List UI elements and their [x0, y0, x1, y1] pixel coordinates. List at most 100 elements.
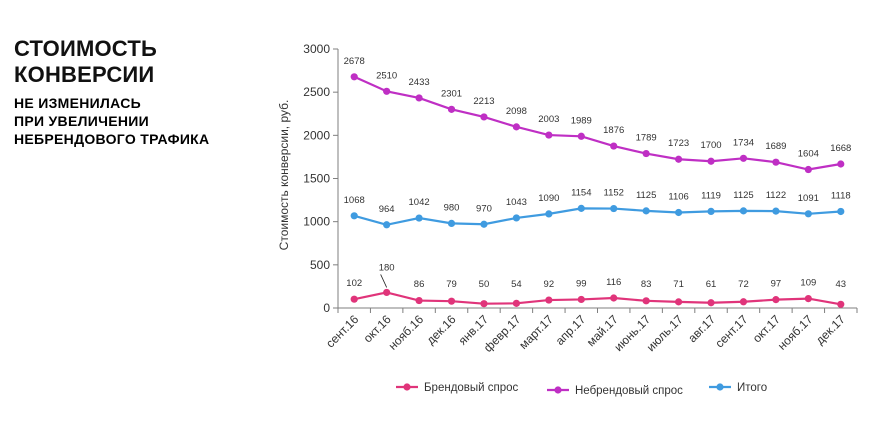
data-point: [837, 207, 845, 216]
data-label: 1125: [636, 190, 656, 201]
y-tick-label: 0: [323, 301, 330, 315]
data-point: [545, 210, 553, 218]
data-point: [577, 204, 585, 212]
data-point: [350, 212, 358, 220]
data-point: [610, 294, 618, 302]
x-tick-label: дек.16: [424, 312, 459, 347]
subtitle-line-2: ПРИ УВЕЛИЧЕНИИ: [14, 113, 150, 129]
data-label: 109: [800, 278, 816, 289]
data-point: [383, 87, 391, 95]
data-point: [415, 296, 423, 305]
data-point: [383, 288, 391, 297]
data-label: 116: [606, 277, 621, 288]
data-label: 102: [346, 278, 362, 289]
legend: Брендовый спрос Небрендовый спрос Итого: [396, 382, 767, 397]
data-point: [837, 160, 845, 168]
legend-item-2: Итого: [709, 382, 767, 394]
data-point: [610, 142, 618, 150]
data-point: [674, 155, 683, 163]
y-axis-label: Стоимость конверсии, руб.: [277, 100, 291, 251]
subtitle-line-1: НЕ ИЗМЕНИЛАСЬ: [14, 95, 142, 111]
data-point: [447, 297, 456, 305]
data-label: 92: [544, 279, 555, 290]
y-tick-label: 2500: [303, 85, 330, 99]
data-label: 1789: [636, 133, 657, 144]
data-point: [383, 221, 391, 229]
series-line: [353, 207, 841, 226]
x-tick-label: дек.17: [813, 312, 848, 347]
x-tick-label: март.17: [516, 312, 556, 352]
data-point: [350, 295, 358, 303]
data-point: [707, 157, 715, 165]
series-2: 1068 964 1042 980 970 1043 1090 1154 1152 1125 110…: [344, 187, 851, 229]
data-label: 2510: [376, 70, 397, 81]
data-point: [707, 299, 715, 307]
data-label: 964: [379, 204, 395, 215]
data-point: [707, 207, 715, 215]
data-point: [447, 219, 456, 227]
series-line: [353, 291, 841, 306]
y-tick-label: 1500: [303, 172, 330, 186]
data-label: 1668: [830, 143, 851, 154]
legend-item-0: Брендовый спрос: [396, 382, 519, 394]
data-point: [837, 300, 845, 308]
data-label: 83: [641, 279, 652, 290]
x-tick-label: нояб.16: [386, 312, 427, 353]
legend-swatch-marker: [716, 383, 724, 391]
data-label: 1604: [798, 149, 819, 160]
x-tick-label: сент.16: [323, 312, 362, 351]
data-label: 61: [706, 279, 717, 290]
data-label: 79: [446, 279, 457, 290]
data-label: 2433: [409, 77, 430, 88]
data-label: 2213: [473, 96, 494, 107]
data-label: 2301: [441, 88, 462, 99]
data-label: 1700: [700, 140, 721, 151]
y-axis: 0 500 1000 1500 2000 2500 3000: [303, 42, 339, 315]
data-point: [674, 208, 683, 217]
data-point: [480, 220, 488, 228]
data-point: [610, 204, 618, 213]
data-label: 1723: [668, 138, 689, 149]
data-point: [804, 210, 812, 218]
data-point: [480, 300, 488, 308]
data-point: [480, 113, 488, 121]
data-label: 1068: [344, 195, 365, 206]
series-line: [353, 75, 841, 171]
legend-swatch-marker: [554, 386, 562, 394]
series-layer: 102 180 86 79 50 54 92 99 116 83 71 61 72 97 109 43 2678…: [344, 56, 851, 308]
data-label: 2003: [538, 114, 559, 125]
series-0: 102 180 86 79 50 54 92 99 116 83 71 61 72 97 109 43: [346, 262, 846, 308]
data-label: 1876: [603, 125, 624, 136]
data-point: [512, 214, 521, 222]
data-point: [415, 214, 423, 222]
data-label: 1989: [571, 115, 592, 126]
data-label: 2098: [506, 106, 527, 117]
data-point: [804, 294, 812, 303]
data-point: [642, 207, 650, 215]
legend-swatch-marker: [403, 383, 411, 391]
data-point: [772, 158, 780, 166]
data-point: [512, 299, 521, 307]
series-1: 2678 2510 2433 2301 2213 2098 2003 1989 1876 1789…: [344, 56, 851, 174]
data-label: 1152: [604, 188, 624, 199]
data-point: [577, 132, 585, 140]
data-label: 1090: [538, 193, 559, 204]
heading-block: СТОИМОСТЬ КОНВЕРСИИ НЕ ИЗМЕНИЛАСЬ ПРИ УВ…: [14, 36, 264, 148]
data-point: [642, 149, 650, 158]
label-leader-line: [380, 274, 388, 288]
data-label: 72: [738, 279, 749, 290]
legend-label: Итого: [737, 382, 767, 394]
data-label: 980: [444, 202, 460, 213]
data-label: 1689: [765, 141, 786, 152]
data-point: [772, 296, 780, 304]
data-label: 1106: [668, 192, 688, 203]
x-tick-label: апр.17: [553, 312, 589, 348]
data-label: 1154: [571, 187, 591, 198]
data-label: 1043: [506, 197, 527, 208]
data-label: 99: [576, 278, 587, 289]
data-label: 1042: [409, 197, 430, 208]
data-label: 1119: [701, 190, 721, 201]
x-tick-label: нояб.17: [775, 312, 816, 353]
legend-item-1: Небрендовый спрос: [547, 385, 683, 397]
